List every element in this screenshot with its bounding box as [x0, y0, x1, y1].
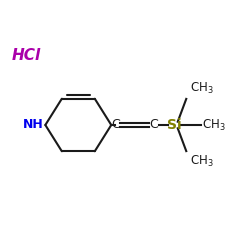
- Text: CH$_3$: CH$_3$: [190, 154, 213, 169]
- Text: NH: NH: [22, 118, 43, 132]
- Text: CH$_3$: CH$_3$: [202, 118, 226, 132]
- Text: C: C: [111, 118, 120, 132]
- Text: C: C: [150, 118, 158, 132]
- Text: CH$_3$: CH$_3$: [190, 81, 213, 96]
- Text: HCl: HCl: [11, 48, 40, 63]
- Text: Si: Si: [167, 118, 182, 132]
